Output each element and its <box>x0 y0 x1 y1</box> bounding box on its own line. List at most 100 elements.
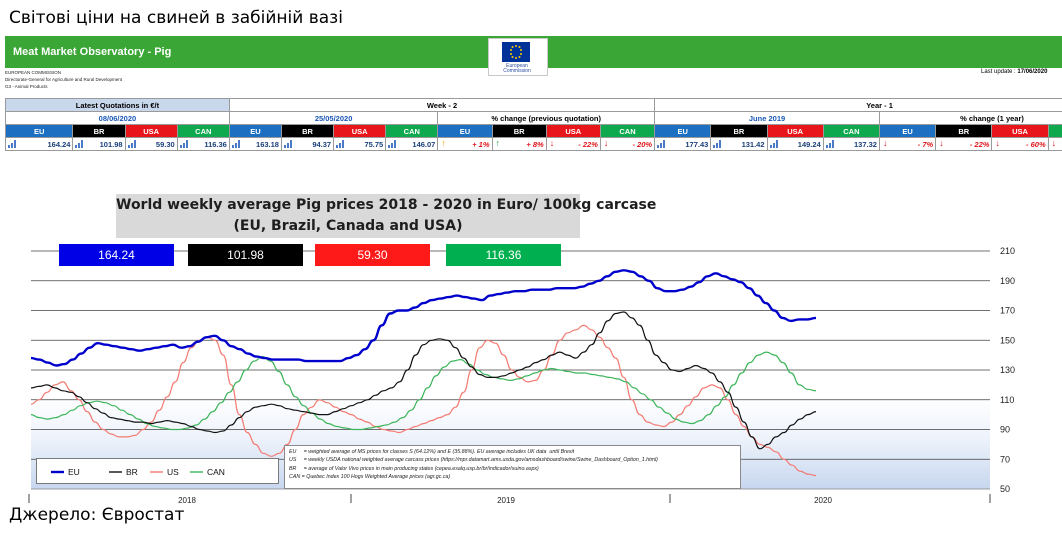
pct_prev-value-br: ↑ + 8% <box>491 137 547 151</box>
latest-value-eu: 164.24 <box>5 137 74 151</box>
last-update-value: 17/06/2020 <box>1017 69 1048 75</box>
bar-chart-icon <box>179 140 188 148</box>
latest-value-can: 116.36 <box>176 137 230 151</box>
year1-text-can: 137.32 <box>854 139 877 149</box>
org-line-3: G3 - Animal Products <box>5 84 48 89</box>
year1-text-br: 131.42 <box>741 139 765 149</box>
header-year1: Year - 1 <box>654 98 1062 112</box>
chart-title: World weekly average Pig prices 2018 - 2… <box>116 197 657 213</box>
x-tick-label: 2018 <box>178 496 196 505</box>
note-us: US = weekly USDA national weighted avera… <box>289 457 658 464</box>
pct_year-value-can: ↓- 5 <box>1047 137 1062 151</box>
year1-text-usa: 149.24 <box>797 139 821 149</box>
arrow-down-icon: ↓ <box>939 138 944 149</box>
arrow-up-icon: ↑ <box>441 138 446 149</box>
bar-chart-icon <box>713 140 722 148</box>
bar-chart-icon <box>127 140 136 148</box>
value-box-eu: 164.24 <box>59 244 174 266</box>
value-box-br: 101.98 <box>188 244 303 266</box>
year1-text-eu: 177.43 <box>685 139 709 149</box>
arrow-down-icon: ↓ <box>995 138 1000 149</box>
region-header-year1-eu: EU <box>654 124 712 138</box>
latest-text-usa: 59.30 <box>155 139 175 149</box>
region-header-pct_prev-br: BR <box>491 124 547 138</box>
pct_prev-value-eu: ↑ + 1% <box>437 137 493 151</box>
region-header-week2-br: BR <box>280 124 335 138</box>
bar-chart-icon <box>769 140 778 148</box>
bar-chart-icon <box>657 140 666 148</box>
last-update: Last update : 17/06/2020 <box>981 69 1047 75</box>
series-lines <box>30 269 817 477</box>
chart-subtitle: (EU, Brazil, Canada and USA) <box>233 218 463 234</box>
x-tick-label: 2019 <box>497 496 515 505</box>
legend-label-can: CAN <box>207 467 225 477</box>
page-title: Світові ціни на свиней в забійній вазі <box>9 8 343 28</box>
org-line-2: Directorate-General for Agriculture and … <box>5 77 123 82</box>
y-tick-label: 170 <box>1000 306 1015 316</box>
bar-chart-icon <box>388 140 397 148</box>
y-tick-label: 130 <box>1000 365 1015 375</box>
quotations-table: Latest Quotations in €/t Week - 2 Year -… <box>5 98 1062 156</box>
header-pct-prev: % change (previous quotation) <box>437 111 656 125</box>
banner-title: Meat Market Observatory - Pig <box>13 46 172 58</box>
region-header-year1-br: BR <box>710 124 768 138</box>
bar-chart-icon <box>75 140 84 148</box>
year1-value-br: 131.42 <box>710 137 768 151</box>
y-tick-label: 50 <box>1000 484 1010 494</box>
y-axis-ticks: 50 70 90 110 130 150 170 190 210 <box>1000 246 1015 494</box>
week2-value-eu: 163.18 <box>228 137 282 151</box>
note-eu: EU = weighted average of MS prices for c… <box>289 449 575 455</box>
logo-caption: European Commission <box>503 63 531 74</box>
org-line-1: EUROPEAN COMMISSION <box>5 70 62 75</box>
bar-chart-icon <box>825 140 834 148</box>
year1-value-can: 137.32 <box>822 137 880 151</box>
legend-label-br: BR <box>126 467 138 477</box>
pct_prev-value-can: ↓ - 20% <box>599 137 656 151</box>
x-tick-label: 2020 <box>814 496 832 505</box>
latest-text-br: 101.98 <box>99 139 123 149</box>
chart-legend: EU BR US CAN <box>36 458 279 484</box>
week2-value-br: 94.37 <box>280 137 335 151</box>
legend-label-eu: EU <box>68 467 80 477</box>
chart-notes: EU = weighted average of MS prices for c… <box>284 445 741 489</box>
pct_prev-text-br: + 8% <box>526 139 544 149</box>
bar-chart-icon <box>283 140 292 148</box>
pct_year-value-usa: ↓ - 60% <box>991 137 1049 151</box>
pct_prev-text-eu: + 1% <box>472 139 490 149</box>
y-tick-label: 210 <box>1000 246 1015 256</box>
week2-text-br: 94.37 <box>312 139 332 149</box>
last-update-label: Last update : <box>981 69 1016 75</box>
pct_year-value-eu: ↓ - 7% <box>878 137 937 151</box>
arrow-down-icon: ↓ <box>549 138 555 149</box>
pct_prev-text-usa: - 22% <box>578 139 598 149</box>
series-line-can <box>30 351 817 431</box>
pct_prev-text-can: - 20% <box>632 139 653 149</box>
region-header-pct_year-can: CAN <box>1047 124 1062 138</box>
latest-value-br: 101.98 <box>72 137 126 151</box>
latest-text-eu: 164.24 <box>47 139 71 149</box>
series-line-eu <box>30 269 817 367</box>
arrow-down-icon: ↓ <box>603 138 609 149</box>
x-axis: 2018 2019 2020 <box>28 488 991 505</box>
week2-text-usa: 75.75 <box>364 139 384 149</box>
y-tick-label: 90 <box>1000 425 1010 435</box>
legend-label-us: US <box>167 467 179 477</box>
week2-text-can: 146.07 <box>412 139 436 149</box>
region-header-pct_prev-usa: USA <box>545 124 601 138</box>
note-can: CAN = Quebec Index 100 Hogs Weighted Ave… <box>289 473 451 480</box>
y-tick-label: 150 <box>1000 335 1015 345</box>
source-note: Джерело: Євростат <box>9 505 185 525</box>
bar-chart-icon <box>8 140 16 148</box>
pct_year-text-br: - 22% <box>969 139 990 149</box>
eu-flag-icon <box>502 42 530 62</box>
arrow-down-icon: ↓ <box>1051 138 1057 149</box>
value-box-can: 116.36 <box>446 244 561 266</box>
pct_year-text-usa: - 60% <box>1026 139 1046 149</box>
latest-text-can: 116.36 <box>204 139 227 149</box>
y-tick-label: 110 <box>1000 395 1014 405</box>
series-line-br <box>30 311 817 450</box>
series-line-us <box>30 324 817 477</box>
pct_year-text-eu: - 7% <box>917 139 934 149</box>
y-tick-label: 70 <box>1000 454 1010 464</box>
arrow-down-icon: ↓ <box>882 138 888 149</box>
